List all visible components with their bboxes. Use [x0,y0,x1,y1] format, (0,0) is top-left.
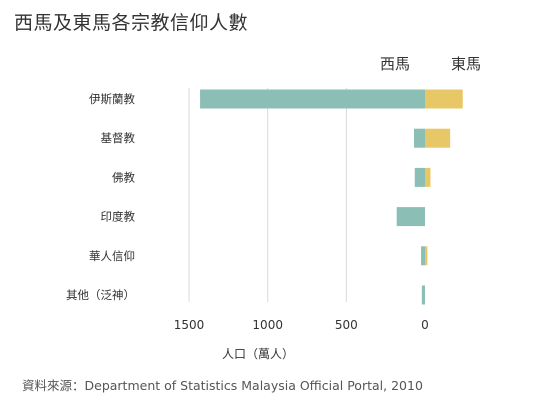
category-label: 佛教 [112,170,135,184]
legend: 西馬 東馬 [380,55,481,73]
x-tick-label: 0 [421,318,429,332]
x-tick-label: 1000 [252,318,283,332]
category-label: 印度教 [101,210,136,224]
x-axis-label: 人口（萬人） [222,347,294,361]
chart-title: 西馬及東馬各宗教信仰人數 [14,12,249,34]
bar-west [421,246,425,266]
x-tick-label: 500 [335,318,358,332]
grid-lines [188,88,347,302]
legend-west: 西馬 [380,55,410,73]
bar-east [425,167,431,187]
bar-east [425,89,463,109]
x-tick-labels: 1500 1000 500 0 [174,318,429,332]
bar-west [421,285,425,305]
category-label: 華人信仰 [89,249,135,263]
bars [200,89,463,305]
legend-east: 東馬 [451,55,481,73]
category-label: 伊斯蘭教 [89,92,135,106]
bar-west [200,89,425,109]
category-label: 其他（泛神） [66,288,135,302]
x-tick-label: 1500 [174,318,205,332]
source-note: 資料來源：Department of Statistics Malaysia O… [22,378,423,393]
category-label: 基督教 [101,131,136,145]
bar-west [414,167,425,187]
bar-east [425,128,451,148]
bar-east [425,246,428,266]
bar-west [396,207,425,227]
bar-west [413,128,425,148]
